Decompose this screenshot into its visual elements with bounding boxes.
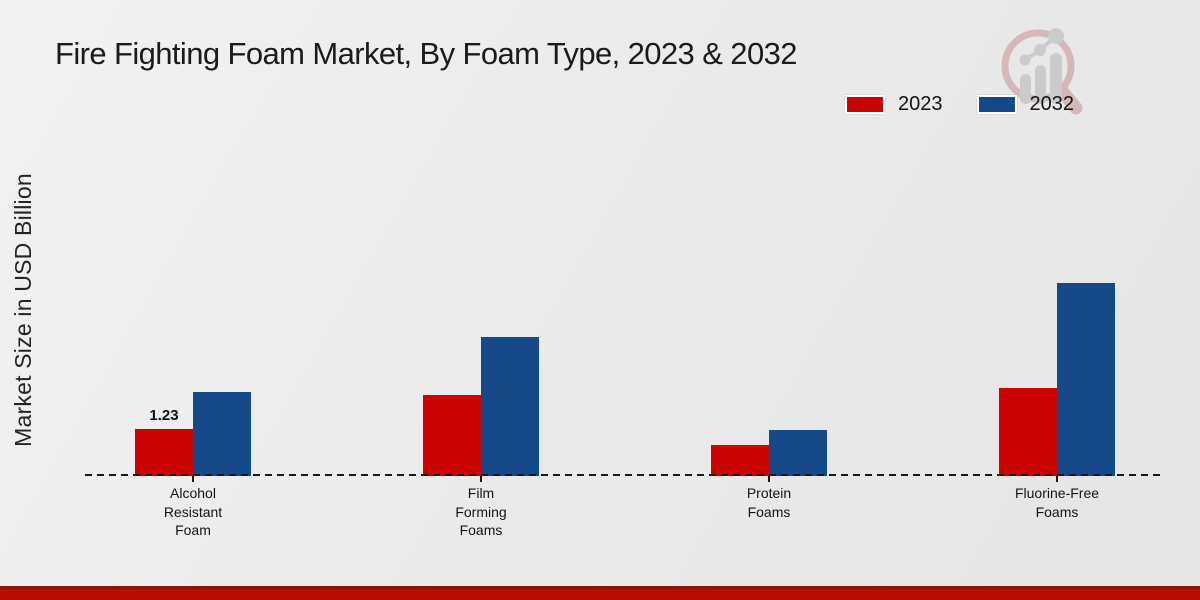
watermark-trend-line-icon bbox=[1023, 34, 1058, 62]
magnifier-ring-icon bbox=[1001, 29, 1075, 103]
brand-watermark-icon bbox=[1001, 28, 1083, 115]
bar-2032-protein-foams bbox=[769, 430, 827, 476]
axis-tick bbox=[480, 476, 482, 482]
magnifier-handle-icon bbox=[1055, 84, 1083, 115]
bar-2032-film-forming-foams bbox=[481, 337, 539, 476]
bar-2032-alcohol-resistant-foam bbox=[193, 392, 251, 476]
axis-tick bbox=[768, 476, 770, 482]
axis-tick bbox=[1056, 476, 1058, 482]
bar-2023-alcohol-resistant-foam bbox=[135, 429, 193, 476]
axis-tick bbox=[192, 476, 194, 482]
legend-label-2032: 2032 bbox=[1029, 93, 1075, 115]
bar-2023-film-forming-foams bbox=[423, 395, 481, 476]
watermark-bars-icon bbox=[1019, 28, 1064, 104]
legend: 2023 2032 bbox=[845, 93, 1074, 116]
legend-swatch-2023 bbox=[845, 95, 885, 114]
x-axis-category-label: Protein Foams bbox=[746, 485, 792, 520]
legend-swatch-2032 bbox=[976, 95, 1017, 114]
legend-item-2032: 2032 bbox=[976, 93, 1075, 116]
legend-label-2023: 2023 bbox=[898, 93, 943, 115]
footer-bar bbox=[0, 586, 1200, 600]
bar-value-label: 1.23 bbox=[149, 407, 179, 424]
bar-2023-fluorine-free-foams bbox=[999, 388, 1057, 476]
x-axis-category-label: Fluorine-Free Foams bbox=[1014, 485, 1100, 520]
legend-item-2023: 2023 bbox=[845, 93, 943, 116]
bar-2032-fluorine-free-foams bbox=[1057, 283, 1115, 476]
x-axis-line bbox=[85, 474, 1163, 476]
chart-title: Fire Fighting Foam Market, By Foam Type,… bbox=[55, 36, 797, 71]
x-axis-category-label: Alcohol Resistant Foam bbox=[163, 485, 223, 538]
x-axis-category-label: Film Forming Foams bbox=[455, 485, 507, 538]
bar-2023-protein-foams bbox=[711, 445, 769, 476]
